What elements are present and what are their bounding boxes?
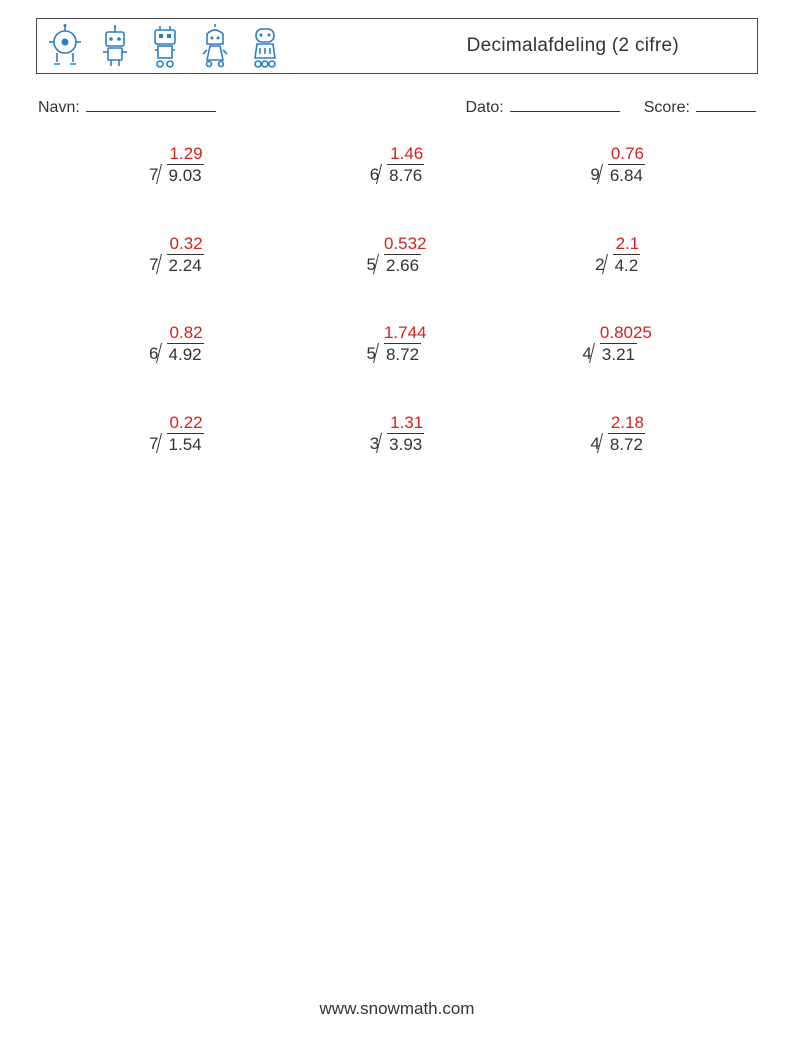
dividend: 8.72: [608, 433, 645, 455]
dividend: 8.72: [384, 343, 421, 365]
robot-icon-row: [47, 24, 283, 68]
dividend: 9.03: [167, 164, 204, 186]
dividend: 4.92: [167, 343, 204, 365]
name-blank[interactable]: [86, 96, 216, 112]
quotient-answer: 1.29: [167, 143, 204, 164]
quotient-answer: 1.744: [384, 322, 428, 343]
division-problem: 22.124.2: [517, 233, 718, 277]
division-problem: 60.8264.92: [76, 322, 277, 366]
division-problem: 61.4668.76: [297, 143, 498, 187]
division-problem: 70.2271.54: [76, 412, 277, 456]
score-label: Score:: [644, 99, 690, 117]
quotient-answer: 2.18: [608, 412, 645, 433]
worksheet-title: Decimalafdeling (2 cifre): [467, 35, 739, 57]
date-label: Dato:: [466, 99, 504, 117]
dividend: 4.2: [613, 254, 641, 276]
quotient-answer: 0.22: [167, 412, 204, 433]
dividend: 1.54: [167, 433, 204, 455]
quotient-answer: 0.8025: [600, 322, 653, 343]
header-box: Decimalafdeling (2 cifre): [36, 18, 758, 74]
quotient-answer: 2.1: [613, 233, 641, 254]
dividend: 2.66: [384, 254, 421, 276]
footer-url: www.snowmath.com: [0, 999, 794, 1019]
quotient-answer: 1.46: [387, 143, 424, 164]
dividend: 3.93: [387, 433, 424, 455]
dividend: 8.76: [387, 164, 424, 186]
robot-icon: [197, 24, 233, 68]
name-field: Navn:: [38, 96, 216, 117]
date-blank[interactable]: [510, 96, 620, 112]
quotient-answer: 1.31: [387, 412, 424, 433]
robot-icon: [97, 24, 133, 68]
dividend: 3.21: [600, 343, 637, 365]
division-problem: 50.53252.66: [297, 233, 498, 277]
quotient-answer: 0.32: [167, 233, 204, 254]
division-problem: 71.2979.03: [76, 143, 277, 187]
robot-icon: [247, 24, 283, 68]
division-problem: 51.74458.72: [297, 322, 498, 366]
division-problem: 31.3133.93: [297, 412, 498, 456]
name-label: Navn:: [38, 99, 80, 117]
score-blank[interactable]: [696, 96, 756, 112]
quotient-answer: 0.532: [384, 233, 428, 254]
problems-grid: 71.2979.03 61.4668.76 90.7696.84 70.3272.24…: [36, 143, 758, 455]
worksheet-page: Decimalafdeling (2 cifre) Navn: Dato: Sc…: [0, 0, 794, 1053]
division-problem: 42.1848.72: [517, 412, 718, 456]
meta-row: Navn: Dato: Score:: [36, 96, 758, 117]
robot-icon: [47, 24, 83, 68]
robot-icon: [147, 24, 183, 68]
division-problem: 40.802543.21: [517, 322, 718, 366]
dividend: 2.24: [167, 254, 204, 276]
quotient-answer: 0.82: [167, 322, 204, 343]
dividend: 6.84: [608, 164, 645, 186]
division-problem: 70.3272.24: [76, 233, 277, 277]
quotient-answer: 0.76: [608, 143, 645, 164]
division-problem: 90.7696.84: [517, 143, 718, 187]
